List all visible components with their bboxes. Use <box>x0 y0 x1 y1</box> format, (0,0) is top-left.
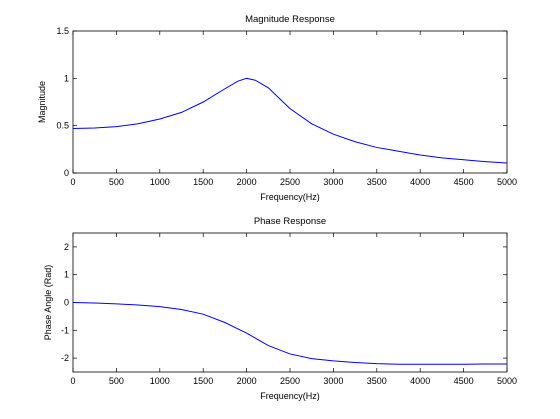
x-tick-label: 3500 <box>367 177 387 187</box>
x-tick-label: 3000 <box>323 177 343 187</box>
x-tick-label: 500 <box>109 177 124 187</box>
chart-1: 0 500 1000 1500 2000 2500 3000 3500 4000 4500 5000… <box>37 14 517 202</box>
x-tick-label: 4000 <box>410 177 430 187</box>
y-tick-label: 1.5 <box>56 26 69 36</box>
x-tick-label: 5000 <box>497 177 517 187</box>
x-tick-label: 1000 <box>150 376 170 386</box>
y-axis-label: Magnitude <box>37 81 47 123</box>
x-tick-label: 4000 <box>410 376 430 386</box>
x-tick-label: 500 <box>109 376 124 386</box>
y-tick-label: 0.5 <box>56 121 69 131</box>
x-tick-label: 4500 <box>454 376 474 386</box>
plot-area <box>72 232 508 373</box>
x-tick-label: 2000 <box>237 376 257 386</box>
y-tick-label: 0 <box>64 168 69 178</box>
x-tick-label: 2000 <box>237 177 257 187</box>
x-axis-label: Frequency(Hz) <box>260 192 320 202</box>
y-tick-label: -2 <box>61 353 69 363</box>
plot-area <box>72 30 508 174</box>
y-tick-label: 2 <box>64 242 69 252</box>
x-tick-label: 5000 <box>497 376 517 386</box>
x-tick-label: 2500 <box>280 177 300 187</box>
x-tick-label: 4500 <box>454 177 474 187</box>
x-axis-label: Frequency(Hz) <box>260 391 320 401</box>
x-tick-label: 3000 <box>323 376 343 386</box>
y-axis-label: Phase Angle (Rad) <box>43 265 53 341</box>
chart-2: 0 500 1000 1500 2000 2500 3000 3500 4000 4500 5000… <box>43 216 517 401</box>
x-tick-label: 1500 <box>193 376 213 386</box>
x-tick-label: 0 <box>70 376 75 386</box>
chart-title: Phase Response <box>254 216 326 227</box>
series-line-1 <box>72 302 507 365</box>
y-tick-label: 1 <box>64 270 69 280</box>
x-tick-label: 1000 <box>150 177 170 187</box>
x-tick-label: 1500 <box>193 177 213 187</box>
y-tick-label: 0 <box>64 298 69 308</box>
chart-title: Magnitude Response <box>245 14 335 25</box>
y-tick-label: -1 <box>61 325 69 335</box>
y-tick-label: 1 <box>64 73 69 83</box>
x-tick-label: 0 <box>70 177 75 187</box>
x-tick-label: 2500 <box>280 376 300 386</box>
series-line-1 <box>72 77 508 164</box>
x-tick-label: 3500 <box>367 376 387 386</box>
